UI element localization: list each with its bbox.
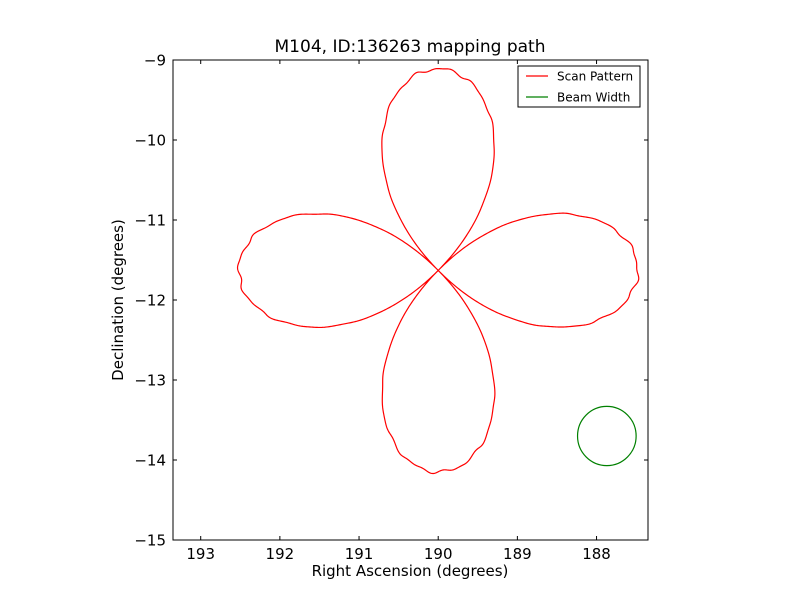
y-tick-label: −14 (134, 452, 166, 470)
x-tick-label: 191 (345, 545, 374, 563)
beam-width-circle (576, 405, 637, 467)
chart-title: M104, ID:136263 mapping path (275, 37, 546, 57)
plot-area (236, 67, 640, 475)
y-tick-label: −11 (134, 212, 166, 230)
x-tick-label: 190 (424, 545, 453, 563)
x-tick-label: 193 (186, 545, 215, 563)
y-axis-label: Declination (degrees) (109, 219, 127, 381)
y-tick-label: −15 (134, 532, 166, 550)
y-tick-label: −12 (134, 292, 166, 310)
legend-label-scan-pattern: Scan Pattern (557, 70, 633, 84)
y-tick-label: −10 (134, 132, 166, 150)
legend: Scan Pattern Beam Width (517, 65, 641, 108)
legend-label-beam-width: Beam Width (557, 91, 630, 105)
x-axis-label: Right Ascension (degrees) (312, 562, 509, 580)
x-tick-label: 188 (582, 545, 611, 563)
x-tick-label: 189 (503, 545, 532, 563)
y-tick-label: −13 (134, 372, 166, 390)
x-tick-label: 192 (266, 545, 295, 563)
axes: 193 192 191 190 189 188 −9 −10 −11 −12 −13 −14 −15 (134, 52, 649, 563)
y-tick-label: −9 (144, 52, 166, 70)
scan-pattern-line (236, 67, 640, 475)
legend-frame (517, 65, 641, 108)
